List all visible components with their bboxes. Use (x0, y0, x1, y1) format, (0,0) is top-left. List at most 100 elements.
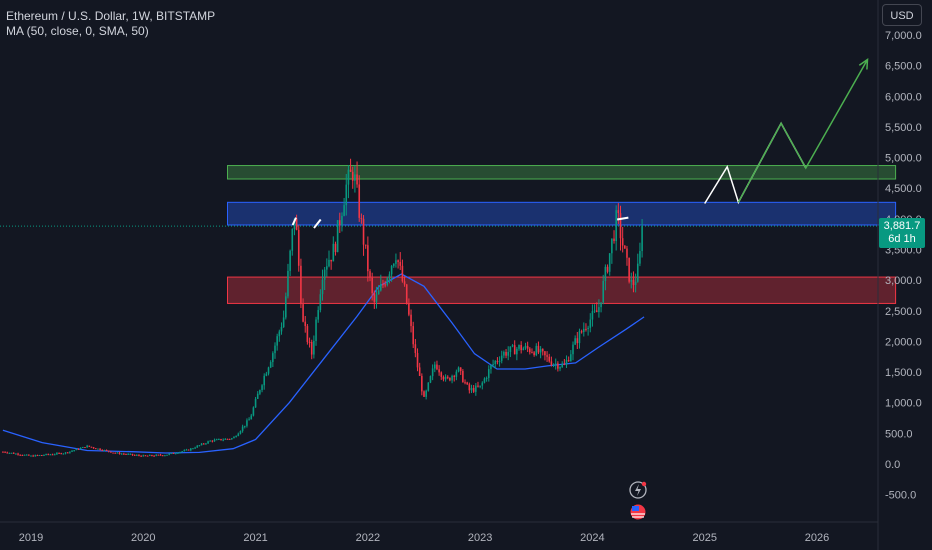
candle-body (429, 376, 432, 383)
candle-body (548, 356, 551, 362)
candle-body (433, 364, 436, 369)
candle-body (222, 439, 224, 441)
candle-body (105, 450, 108, 452)
candle-body (101, 449, 104, 451)
candle-body (306, 326, 309, 343)
candle-body (58, 452, 60, 454)
candle-body (541, 348, 544, 352)
candle-body (269, 362, 272, 368)
candle-body (539, 348, 542, 353)
candle-body (595, 310, 598, 313)
candle-body (518, 345, 520, 349)
candle-body (457, 367, 460, 372)
candle-body (177, 452, 179, 454)
candle-body (611, 238, 613, 254)
candle-body (444, 376, 447, 380)
candle-body (133, 454, 136, 456)
candle-body (40, 455, 43, 457)
candle-body (107, 450, 110, 452)
zones-layer (227, 165, 897, 304)
candle-body (32, 455, 34, 457)
projection-green-path (737, 59, 869, 203)
candle-body (621, 238, 624, 246)
candle-body (628, 257, 630, 282)
candle-body (382, 284, 384, 286)
projection-arrowhead-icon (858, 58, 869, 70)
candle-body (375, 294, 378, 302)
candle-body (343, 205, 345, 216)
candle-body (168, 453, 170, 455)
candle-body (211, 440, 214, 442)
candle-body (280, 327, 283, 332)
candle-body (380, 284, 382, 291)
candle-body (436, 364, 438, 370)
y-tick-label: 3,000.0 (885, 275, 922, 287)
candle-body (487, 369, 490, 378)
peak-marker (291, 217, 297, 226)
candle-body (485, 377, 488, 379)
candle-body (570, 354, 572, 362)
candle-body (371, 277, 373, 294)
candle-body (207, 441, 209, 444)
candle-body (403, 281, 406, 285)
y-tick-label: 2,000.0 (885, 336, 922, 348)
x-axis[interactable]: 2019 2020 2021 2022 2023 2024 2025 2026 (19, 532, 829, 544)
candle-body (338, 220, 341, 225)
candle-body (639, 251, 641, 264)
candle-body (546, 355, 548, 357)
lightning-event-icon[interactable] (629, 481, 647, 499)
candle-body (619, 213, 622, 239)
red-zone (227, 276, 897, 304)
candle-body (45, 453, 47, 455)
candle-body (524, 345, 527, 349)
lightning-bolt-icon (635, 484, 641, 496)
candle-body (235, 436, 237, 438)
candle-body (578, 331, 581, 344)
candle-body (136, 454, 138, 456)
candle-body (304, 321, 307, 327)
candle-body (451, 375, 453, 381)
candle-body (60, 453, 63, 455)
indicator-label[interactable]: MA (50, close, 0, SMA, 50) (6, 24, 149, 38)
candle-body (369, 271, 371, 278)
candle-body (120, 453, 123, 455)
candle-body (202, 443, 205, 445)
candle-body (15, 453, 17, 455)
candle-body (608, 253, 611, 272)
candle-body (51, 454, 54, 456)
candle-body (200, 443, 203, 446)
candle-body (392, 263, 395, 267)
candle-body (341, 215, 343, 225)
candle-body (285, 296, 287, 318)
currency-button[interactable]: USD (882, 4, 922, 26)
candle-body (477, 385, 479, 387)
candle-body (69, 451, 71, 453)
candle-body (431, 368, 434, 377)
candle-body (440, 372, 443, 377)
candle-body (30, 455, 32, 457)
candle-body (86, 445, 88, 448)
candle-body (265, 373, 268, 376)
candle-body (272, 353, 274, 363)
candle-body (576, 338, 579, 344)
candle-body (466, 382, 468, 385)
candle-body (317, 310, 319, 320)
candle-body (319, 294, 322, 311)
candle-body (174, 453, 177, 455)
candle-body (231, 438, 233, 440)
candle-body (276, 336, 278, 346)
candle-body (6, 452, 9, 454)
y-tick-label: 1,500.0 (885, 367, 922, 379)
candle-body (218, 438, 220, 440)
candle-body (127, 453, 129, 455)
candle-body (71, 450, 73, 452)
candle-body (399, 261, 402, 266)
candle-body (427, 382, 430, 391)
candle-body (507, 351, 510, 356)
candle-body (43, 454, 45, 456)
last-price-tag: 3,881.7 6d 1h (879, 218, 925, 248)
candle-body (114, 452, 117, 454)
candle-body (88, 445, 91, 447)
candle-body (358, 184, 361, 218)
